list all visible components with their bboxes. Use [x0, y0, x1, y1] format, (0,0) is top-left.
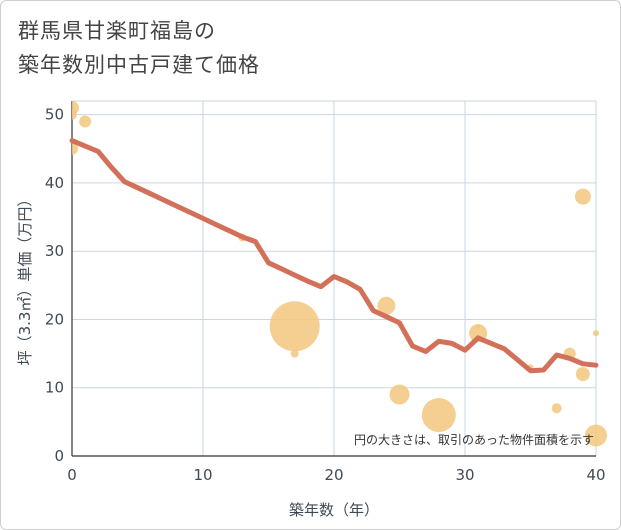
data-bubble	[593, 330, 599, 337]
data-bubble	[585, 424, 607, 447]
x-tick-labels: 0 10 20 30 40	[67, 466, 605, 484]
x-axis-label: 築年数（年）	[289, 501, 379, 519]
x-tick-label: 0	[67, 466, 77, 484]
data-bubble	[377, 296, 396, 315]
data-bubble	[389, 384, 410, 405]
title-line-1: 群馬県甘楽町福島の	[18, 19, 216, 43]
y-tick-labels: 0 10 20 30 40 50	[45, 106, 64, 465]
bubble-size-note: 円の大きさは、取引のあった物件面積を示す	[354, 432, 594, 447]
data-bubble	[79, 115, 92, 128]
y-axis-label: 坪（3.3㎡）単価（万円）	[16, 192, 34, 366]
data-bubble	[476, 324, 481, 329]
data-bubble	[574, 188, 591, 205]
x-tick-label: 10	[193, 466, 212, 484]
y-tick-label: 20	[45, 310, 64, 328]
y-tick-label: 50	[45, 106, 64, 124]
data-bubble	[421, 398, 456, 433]
data-bubble	[72, 142, 78, 155]
bubble-layer	[72, 100, 607, 447]
y-tick-label: 10	[45, 379, 64, 397]
title-line-2: 築年数別中古戸建て価格	[18, 53, 260, 77]
trend-line	[69, 138, 599, 374]
data-bubble	[551, 403, 562, 414]
y-tick-label: 40	[45, 174, 64, 192]
data-bubble	[290, 349, 299, 358]
data-bubble	[575, 367, 590, 382]
data-bubble	[72, 109, 77, 120]
x-tick-label: 40	[586, 466, 605, 484]
x-tick-label: 30	[455, 466, 474, 484]
grid-lines	[71, 100, 597, 457]
y-tick-label: 0	[54, 447, 64, 465]
chart-title: 群馬県甘楽町福島の 築年数別中古戸建て価格	[18, 14, 260, 82]
data-bubble	[269, 301, 320, 352]
y-tick-label: 30	[45, 242, 64, 260]
x-tick-label: 20	[324, 466, 343, 484]
